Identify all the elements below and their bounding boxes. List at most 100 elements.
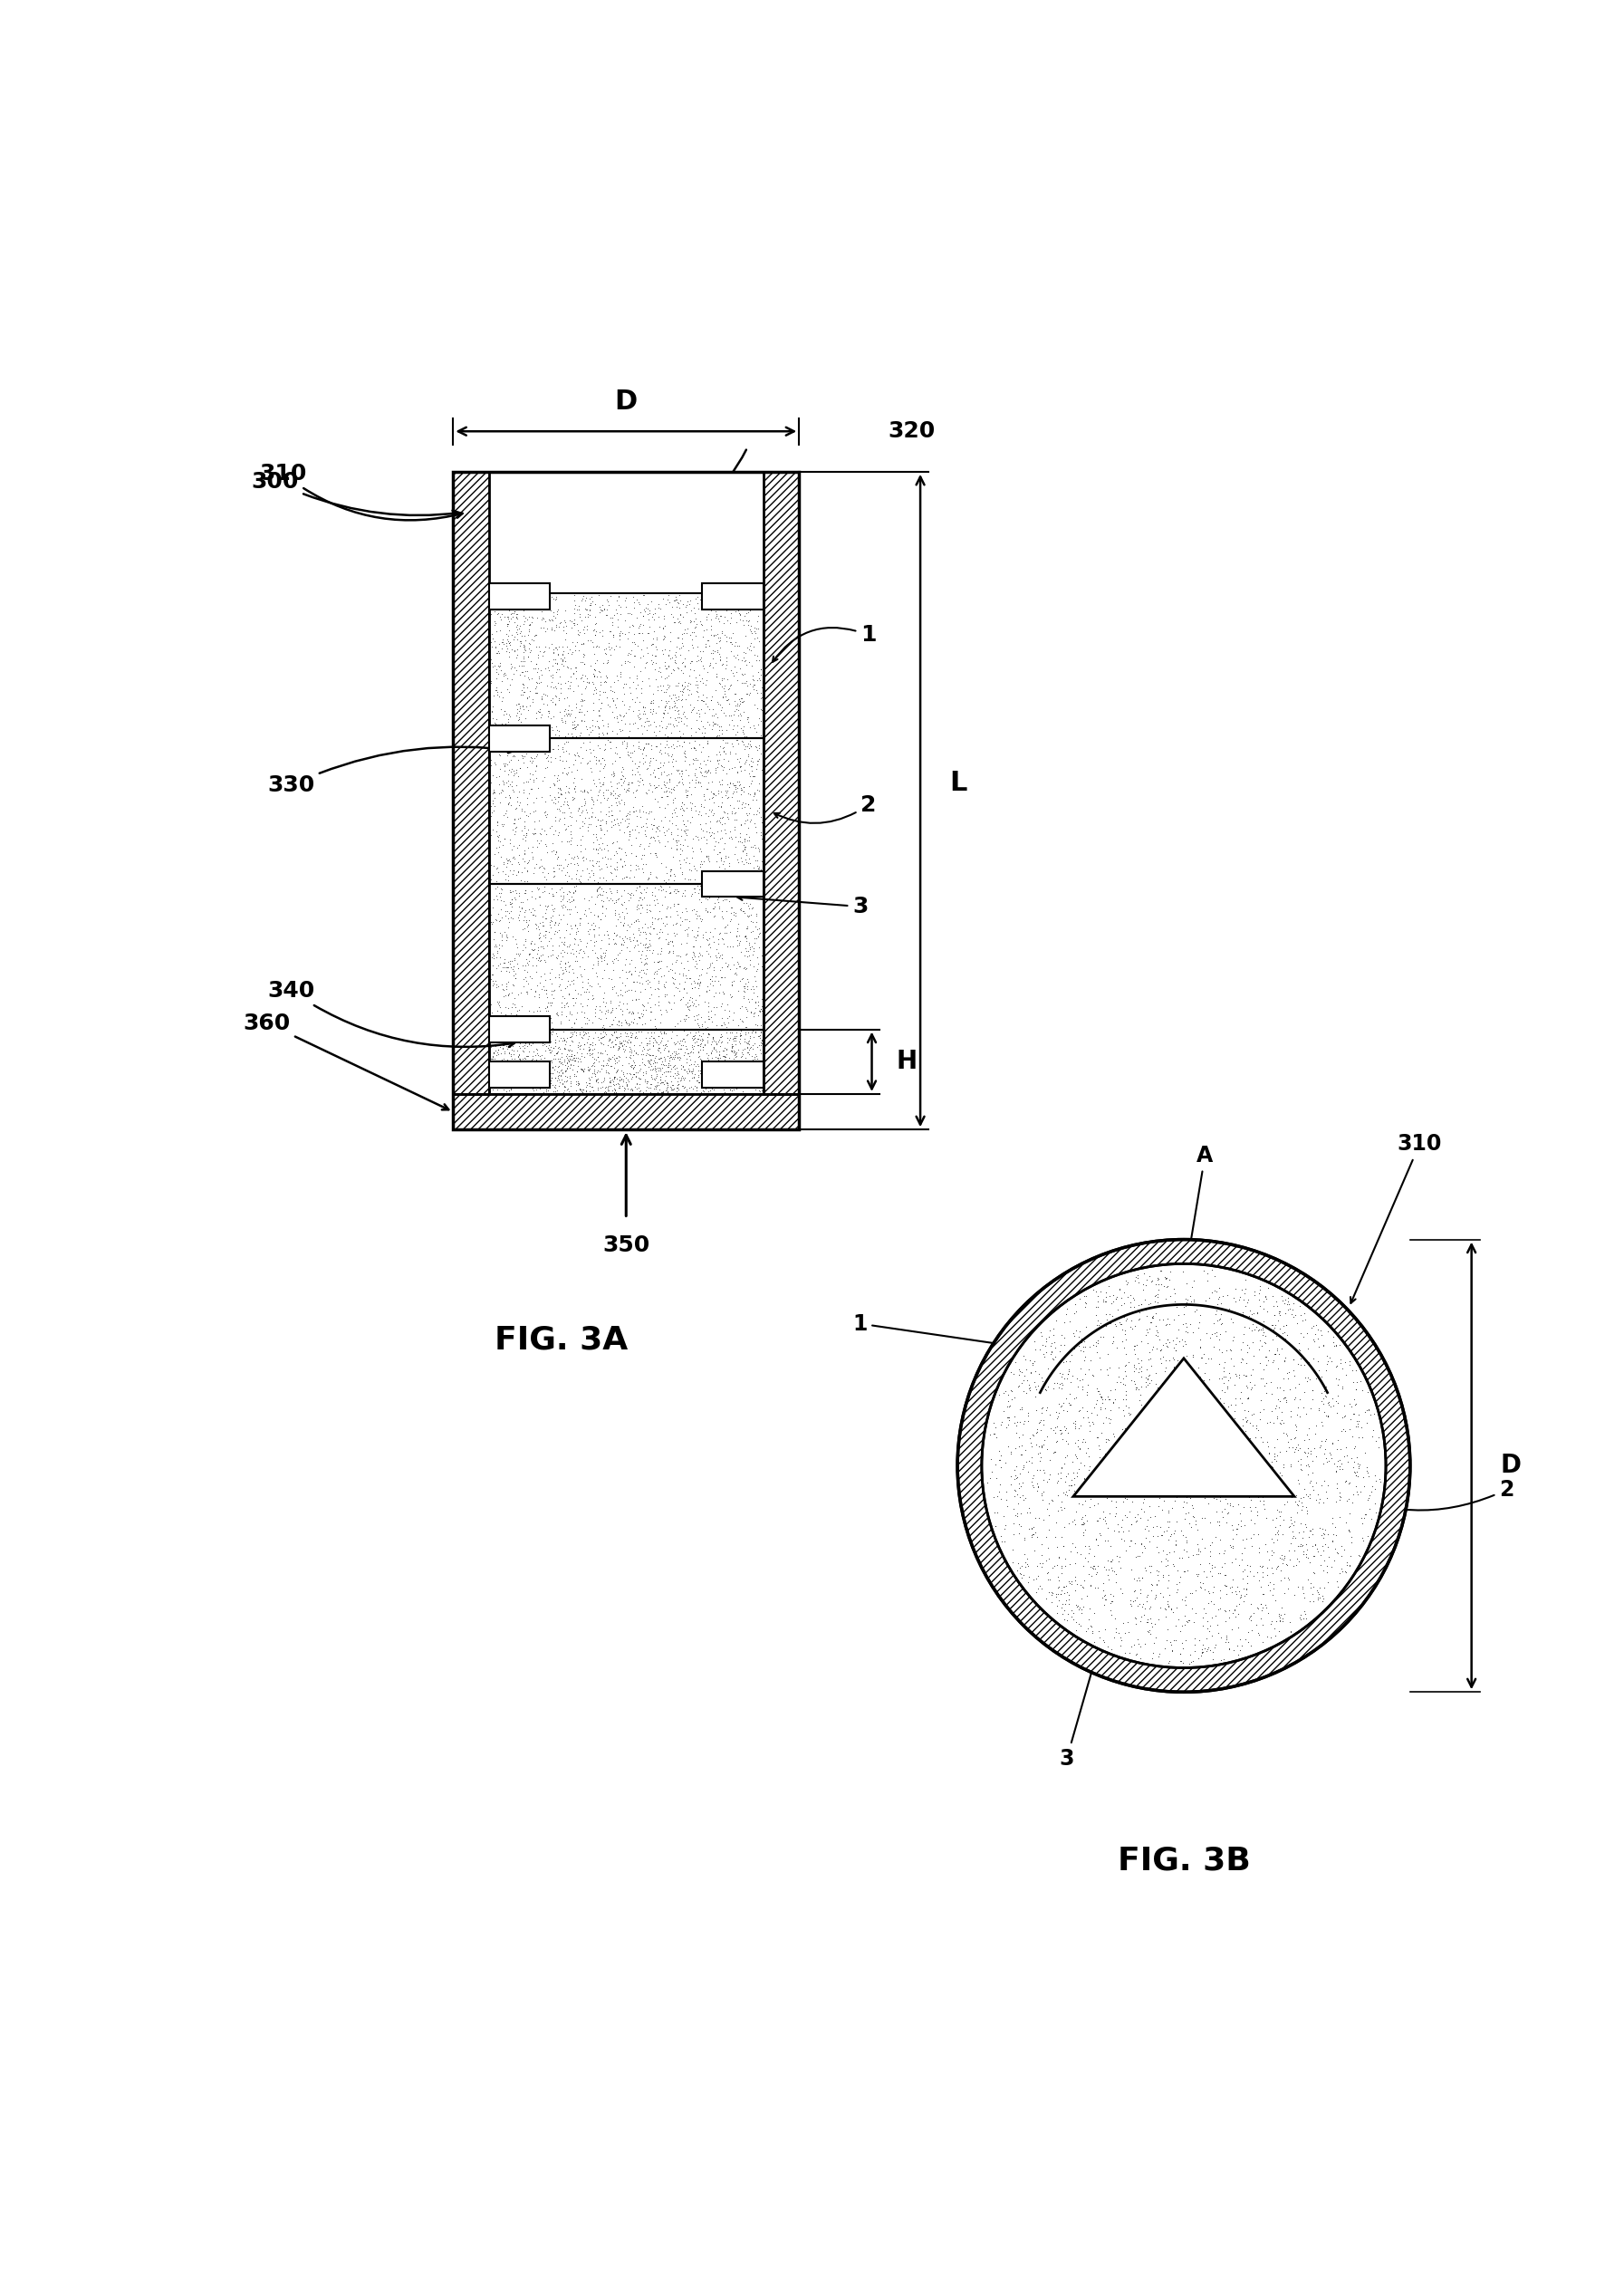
Point: [502, 756, 528, 793]
Point: [497, 624, 523, 660]
Point: [1237, 1364, 1263, 1401]
Point: [749, 937, 775, 973]
Point: [679, 1026, 705, 1063]
Point: [1012, 1481, 1038, 1517]
Point: [1302, 1360, 1328, 1396]
Point: [606, 1008, 632, 1044]
Point: [1054, 1360, 1080, 1396]
Point: [619, 1017, 645, 1053]
Point: [650, 871, 676, 907]
Point: [978, 1440, 1004, 1476]
Point: [482, 1044, 508, 1081]
Point: [494, 793, 520, 829]
Point: [502, 1024, 528, 1060]
Point: [620, 996, 646, 1033]
Point: [510, 738, 536, 775]
Point: [554, 884, 580, 921]
Point: [687, 763, 713, 800]
Point: [1046, 1540, 1072, 1577]
Point: [557, 816, 583, 852]
Point: [719, 1001, 745, 1037]
Point: [1207, 1300, 1233, 1337]
Point: [1070, 1499, 1096, 1536]
Point: [685, 692, 711, 729]
Point: [479, 903, 505, 939]
Point: [567, 864, 593, 900]
Point: [502, 987, 528, 1024]
Point: [685, 818, 711, 855]
Text: 1: 1: [853, 1314, 1069, 1355]
Point: [1213, 1314, 1239, 1350]
Point: [1049, 1595, 1075, 1631]
Point: [510, 670, 536, 706]
Point: [557, 695, 583, 731]
Point: [731, 1074, 757, 1111]
Point: [1242, 1408, 1268, 1444]
Point: [1153, 1305, 1179, 1341]
Point: [726, 1065, 752, 1101]
Point: [724, 957, 750, 994]
Point: [564, 827, 590, 864]
Point: [502, 1017, 528, 1053]
Point: [1229, 1542, 1255, 1579]
Point: [554, 1072, 580, 1108]
Point: [1337, 1510, 1363, 1547]
Point: [542, 1028, 568, 1065]
Point: [648, 633, 674, 670]
Point: [538, 1001, 564, 1037]
Point: [502, 882, 528, 919]
Point: [598, 631, 624, 667]
Point: [487, 939, 513, 976]
Point: [1187, 1296, 1213, 1332]
Point: [1263, 1387, 1289, 1424]
Point: [650, 1074, 676, 1111]
Point: [541, 580, 567, 617]
Point: [693, 770, 719, 807]
Point: [627, 880, 653, 916]
Point: [570, 1012, 596, 1049]
Point: [528, 996, 554, 1033]
Point: [1034, 1554, 1060, 1590]
Point: [729, 960, 755, 996]
Point: [695, 688, 721, 724]
Point: [542, 960, 568, 996]
Point: [1000, 1478, 1026, 1515]
Point: [742, 962, 768, 999]
Point: [1177, 1508, 1203, 1545]
Point: [708, 772, 734, 809]
Point: [518, 738, 544, 775]
Point: [604, 823, 630, 859]
Point: [715, 660, 741, 697]
Point: [661, 839, 687, 875]
Point: [525, 967, 551, 1003]
Point: [687, 745, 713, 781]
Point: [568, 820, 594, 857]
Point: [718, 779, 744, 816]
Point: [661, 683, 687, 720]
Point: [693, 857, 719, 893]
Point: [1005, 1552, 1031, 1588]
Point: [565, 909, 591, 946]
Point: [695, 596, 721, 633]
Point: [1346, 1446, 1372, 1483]
Point: [705, 935, 731, 971]
Point: [552, 1067, 578, 1104]
Point: [1153, 1261, 1179, 1298]
Point: [554, 1044, 580, 1081]
Point: [679, 1053, 705, 1090]
Point: [546, 1044, 572, 1081]
Point: [692, 626, 718, 663]
Point: [1153, 1590, 1179, 1627]
Point: [552, 980, 578, 1017]
Point: [494, 606, 520, 642]
Point: [1285, 1426, 1311, 1462]
Point: [663, 1037, 689, 1074]
Point: [518, 1053, 544, 1090]
Point: [502, 873, 528, 909]
Point: [609, 951, 635, 987]
Point: [551, 989, 577, 1026]
Point: [1025, 1570, 1051, 1606]
Point: [1296, 1584, 1322, 1620]
Point: [1294, 1344, 1320, 1380]
Point: [711, 960, 737, 996]
